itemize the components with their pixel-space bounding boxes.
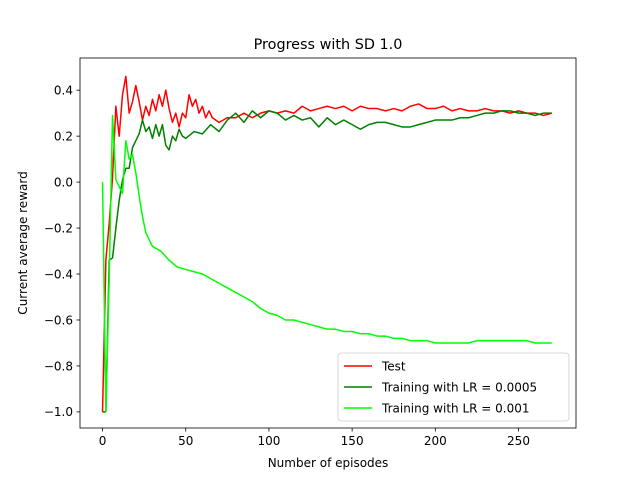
y-tick-label: −0.8	[44, 359, 73, 373]
series-line-1	[101, 75, 552, 412]
legend-label-1: Test	[381, 359, 406, 373]
y-tick-label: 0.4	[54, 83, 73, 97]
x-tick-label: 100	[257, 434, 280, 448]
chart-title: Progress with SD 1.0	[254, 37, 403, 53]
legend-frame	[337, 352, 570, 422]
y-tick-label: −0.4	[44, 267, 73, 281]
plot-area	[79, 57, 577, 429]
x-tick-label: 50	[178, 434, 193, 448]
y-tick-label: −0.2	[44, 221, 73, 235]
y-axis-label: Current average reward	[16, 171, 30, 314]
y-tick-label: −1.0	[44, 405, 73, 419]
y-tick-label: 0.0	[54, 175, 73, 189]
series-line-2	[102, 110, 552, 413]
x-tick-label: 150	[341, 434, 364, 448]
legend: Test Training with LR = 0.0005 Training wi…	[337, 352, 570, 422]
x-axis-ticks: 0 50 100 150 200 250	[99, 428, 530, 448]
series-layer	[101, 75, 552, 413]
legend-label-2: Training with LR = 0.0005	[381, 380, 537, 394]
y-axis-ticks: −1.0 −0.8 −0.6 −0.4 −0.2 0.0 0.2 0.4	[44, 83, 80, 419]
y-tick-label: −0.6	[44, 313, 73, 327]
x-tick-label: 200	[424, 434, 447, 448]
x-tick-label: 250	[507, 434, 530, 448]
legend-label-3: Training with LR = 0.001	[381, 401, 530, 415]
x-tick-label: 0	[99, 434, 107, 448]
axes-frame	[79, 57, 577, 429]
x-axis-label: Number of episodes	[268, 456, 389, 470]
y-tick-label: 0.2	[54, 129, 73, 143]
series-line-3	[101, 114, 552, 413]
